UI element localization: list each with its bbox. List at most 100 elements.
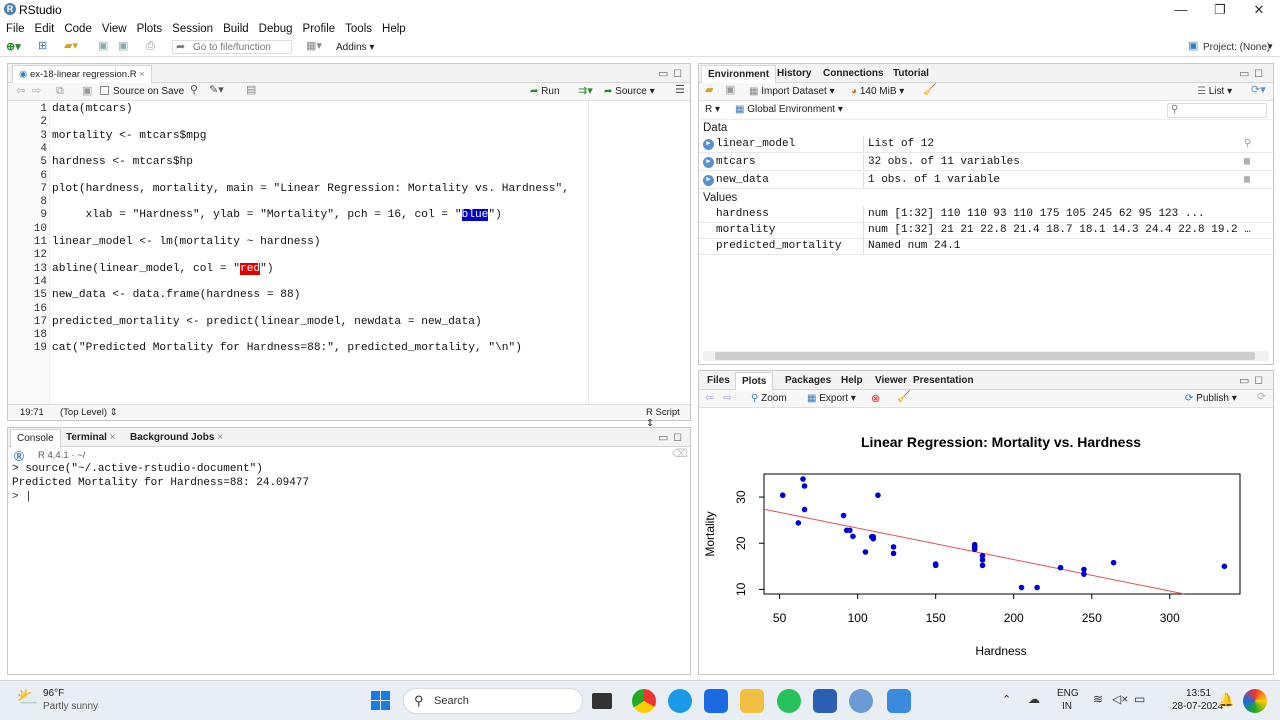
next-plot-icon[interactable]: ⇨ [723,392,733,404]
battery-icon[interactable]: ▭ [1134,692,1146,706]
weather-icon[interactable]: ⛅ [16,687,39,707]
minimize-button[interactable]: — [1174,2,1188,17]
close-tab-icon[interactable]: × [139,69,145,80]
console-prompt[interactable]: > | [12,491,32,503]
maximize-env-icon[interactable]: ◻ [1254,67,1264,79]
tray-chevron-icon[interactable]: ⌃ [1002,694,1012,706]
maximize-plots-icon[interactable]: ◻ [1254,374,1264,386]
pane-layout-icon[interactable]: ▦▾ [306,40,322,52]
tab-console[interactable]: Console [10,429,61,448]
project-selector[interactable]: Project: (None) [1203,42,1271,53]
code-line[interactable]: new_data <- data.frame(hardness = 88) [52,289,300,302]
save-icon[interactable]: ▣ [98,40,109,52]
expand-icon[interactable]: ▶ [703,139,714,150]
outline-icon[interactable]: ☰ [675,84,685,96]
export-button[interactable]: ▦ Export ▾ [807,393,856,404]
menu-edit[interactable]: Edit [34,23,55,35]
forward-icon[interactable]: ⇨ [32,85,42,97]
minimize-env-icon[interactable]: ▭ [1239,68,1250,80]
code-line[interactable]: data(mtcars) [52,103,133,116]
tab-tutorial[interactable]: Tutorial [893,68,929,79]
code-line[interactable]: abline(linear_model, col = "red") [52,262,274,276]
save-file-icon[interactable]: ▣ [82,85,93,97]
tab-connections[interactable]: Connections [823,68,884,79]
view-mode-selector[interactable]: ☰ List ▾ [1197,86,1233,97]
scope-indicator[interactable]: (Top Level) ⇕ [60,407,118,418]
rstudio-taskbar-icon[interactable] [849,689,873,713]
language-selector[interactable]: R ▾ [705,104,721,115]
view-list-icon[interactable]: ⚲ [1244,139,1252,150]
tab-packages[interactable]: Packages [785,375,832,386]
chrome-icon[interactable] [632,689,656,713]
view-table-icon[interactable]: ▦ [1244,175,1251,186]
goto-file-input[interactable]: ➦ Go to file/function [172,40,292,54]
code-line[interactable]: plot(hardness, mortality, main = "Linear… [52,183,569,196]
save-all-icon[interactable]: ▣ [118,40,129,52]
scope-selector[interactable]: ▦ Global Environment ▾ [735,104,843,115]
onedrive-icon[interactable]: ☁ [1028,692,1040,706]
tab-plots[interactable]: Plots [735,372,774,391]
env-value-row[interactable]: mortality num [1:32] 21 21 22.8 21.4 18.7… [699,222,1273,239]
tab-presentation[interactable]: Presentation [913,375,974,386]
tab-history[interactable]: History [777,68,812,79]
clock-time[interactable]: 13:51 [1186,688,1212,699]
publish-button[interactable]: ⟳ Publish ▾ [1185,393,1237,404]
load-workspace-icon[interactable]: ▰ [705,84,714,96]
save-workspace-icon[interactable]: ▣ [725,84,736,96]
tab-viewer[interactable]: Viewer [875,375,908,386]
menu-session[interactable]: Session [172,23,214,35]
source-on-save-checkbox[interactable] [100,86,109,95]
zoom-button[interactable]: ⚲ Zoom [751,393,787,404]
snipping-tool-icon[interactable] [887,689,911,713]
env-data-row[interactable]: ▶ linear_model List of 12 ⚲ [699,136,1273,153]
minimize-pane-icon[interactable]: ▭ [658,68,669,80]
menu-view[interactable]: View [101,23,127,35]
word-icon[interactable] [813,689,837,713]
menu-help[interactable]: Help [382,23,406,35]
menu-build[interactable]: Build [223,23,249,35]
menu-tools[interactable]: Tools [345,23,373,35]
maximize-button[interactable]: ❐ [1214,2,1226,17]
menu-file[interactable]: File [6,23,25,35]
code-line[interactable]: linear_model <- lm(mortality ~ hardness) [52,236,321,249]
addins-menu[interactable]: Addins ▾ [336,42,375,53]
env-value-row[interactable]: predicted_mortality Named num 24.1 [699,238,1273,255]
rerun-icon[interactable]: ⇉▾ [578,85,593,97]
broom-icon[interactable]: 🧹 [923,84,937,96]
back-icon[interactable]: ⇦ [16,85,26,97]
notification-bell-icon[interactable]: 🔔 [1218,692,1235,707]
code-line[interactable]: predicted_mortality <- predict(linear_mo… [52,316,482,329]
compile-report-icon[interactable]: ▤ [246,84,257,96]
code-line[interactable]: mortality <- mtcars$mpg [52,130,206,143]
new-file-icon[interactable]: ⊕▾ [6,41,21,53]
minimize-console-icon[interactable]: ▭ [658,432,669,444]
menu-profile[interactable]: Profile [302,23,336,35]
run-button[interactable]: ➦ Run [530,86,560,97]
expand-icon[interactable]: ▶ [703,157,714,168]
code-tools-icon[interactable]: ✎▾ [209,84,224,96]
code-line[interactable]: cat("Predicted Mortality for Hardness=88… [52,342,522,355]
import-dataset-button[interactable]: ▦ Import Dataset ▾ [749,86,835,97]
memory-usage[interactable]: ◕ 140 MiB ▾ [851,86,905,97]
remove-plot-icon[interactable]: ⊗ [871,393,881,405]
minimize-plots-icon[interactable]: ▭ [1239,375,1250,387]
search-icon[interactable]: ⚲ [190,84,199,96]
env-horizontal-scrollbar[interactable] [703,351,1269,361]
tab-terminal[interactable]: Terminal × [60,429,122,447]
tab-help[interactable]: Help [841,375,863,386]
source-button[interactable]: ➦ Source ▾ [604,86,655,97]
refresh-env-icon[interactable]: ⟳▾ [1251,84,1266,96]
show-in-window-icon[interactable]: ⧉ [56,85,64,97]
tab-files[interactable]: Files [707,375,730,386]
file-explorer-dark-icon[interactable] [592,693,612,709]
menu-plots[interactable]: Plots [136,23,163,35]
env-scroll-thumb[interactable] [715,352,1255,360]
tab-environment[interactable]: Environment [701,65,777,84]
view-table-icon[interactable]: ▦ [1244,157,1251,168]
close-terminal-icon[interactable]: × [109,432,116,443]
new-project-icon[interactable]: ⊞ [38,40,48,52]
print-icon[interactable]: ⎙ [146,40,155,52]
close-button[interactable]: ✕ [1253,2,1265,17]
env-search-input[interactable]: ⚲ [1167,103,1267,118]
env-data-row[interactable]: ▶ mtcars 32 obs. of 11 variables ▦ [699,154,1273,171]
